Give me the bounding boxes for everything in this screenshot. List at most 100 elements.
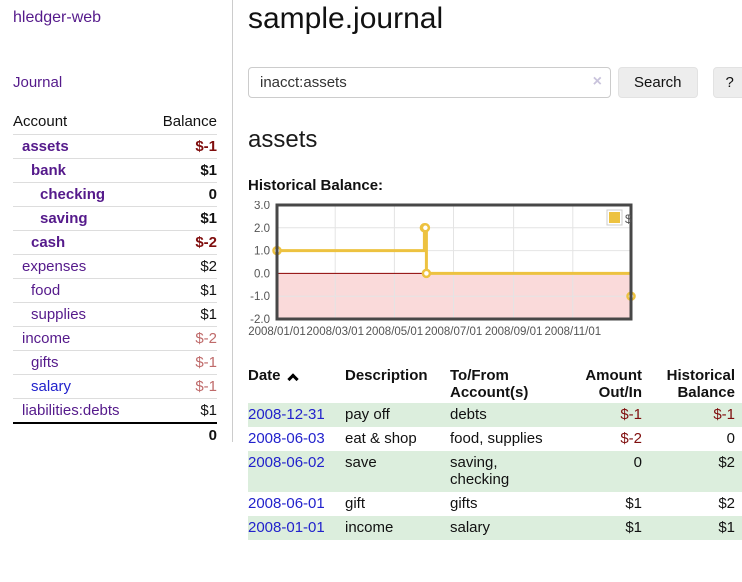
account-balance: $2 xyxy=(148,254,217,279)
account-row-cash: cash $-2 xyxy=(13,230,217,255)
accounts-col-balance: Balance xyxy=(148,110,217,135)
transaction-amount: $1 xyxy=(625,495,642,512)
register-header-row: Date Description To/From Account(s) Amou… xyxy=(248,365,742,403)
register-row: 2008-06-02 save saving, checking 0 $2 xyxy=(248,451,742,492)
svg-text:3.0: 3.0 xyxy=(254,201,270,212)
sidebar-item-journal[interactable]: Journal xyxy=(13,74,63,91)
account-link-liabilities-debts[interactable]: liabilities:debts xyxy=(22,402,120,419)
transaction-description: income xyxy=(345,516,450,540)
account-link-supplies[interactable]: supplies xyxy=(31,306,87,323)
accounts-header-row: Account Balance xyxy=(13,110,217,135)
svg-text:1.0: 1.0 xyxy=(254,246,270,258)
account-balance: $1 xyxy=(148,206,217,231)
register-row: 2008-12-31 pay off debts $-1 $-1 xyxy=(248,403,742,427)
search-button[interactable]: Search xyxy=(618,67,698,98)
svg-text:2008/01/01: 2008/01/01 xyxy=(248,326,306,338)
transaction-accounts: food, supplies xyxy=(450,430,543,447)
app-brand-link[interactable]: hledger-web xyxy=(13,9,102,26)
register-row: 2008-06-03 eat & shop food, supplies $-2… xyxy=(248,427,742,451)
svg-text:-1.0: -1.0 xyxy=(250,291,270,303)
accounts-table: Account Balance assets $-1 bank $1 check… xyxy=(13,110,217,447)
account-balance: 0 xyxy=(148,182,217,207)
account-link-checking[interactable]: checking xyxy=(40,186,106,203)
account-balance: $-1 xyxy=(148,374,217,399)
account-link-expenses[interactable]: expenses xyxy=(22,258,87,275)
transaction-amount: $-1 xyxy=(562,403,642,427)
register-col-date-sort[interactable]: Date xyxy=(248,365,345,403)
transaction-date-link[interactable]: 2008-06-01 xyxy=(248,495,325,512)
account-heading: assets xyxy=(248,126,318,153)
transaction-accounts: gifts xyxy=(450,495,478,512)
transaction-date-link[interactable]: 2008-12-31 xyxy=(248,406,325,423)
register-col-amount: Amount Out/In xyxy=(585,367,642,401)
svg-text:$: $ xyxy=(625,212,632,226)
page: hledger-web Journal Account Balance asse… xyxy=(0,0,742,540)
account-balance: $1 xyxy=(148,278,217,303)
svg-text:2008/05/01: 2008/05/01 xyxy=(366,326,424,338)
svg-text:2008/03/01: 2008/03/01 xyxy=(306,326,364,338)
transaction-date-link[interactable]: 2008-06-03 xyxy=(248,430,325,447)
register-col-accounts: To/From Account(s) xyxy=(450,367,529,401)
account-link-income[interactable]: income xyxy=(22,330,71,347)
svg-text:0.0: 0.0 xyxy=(254,268,270,280)
transaction-amount: $-2 xyxy=(620,430,642,447)
register-col-date-label: Date xyxy=(248,367,281,384)
account-row-salary: salary $-1 xyxy=(13,374,217,399)
account-link-salary[interactable]: salary xyxy=(31,378,72,395)
svg-text:2008/07/01: 2008/07/01 xyxy=(425,326,483,338)
account-link-food[interactable]: food xyxy=(31,282,61,299)
transaction-amount: $1 xyxy=(562,516,642,540)
account-row-food: food $1 xyxy=(13,278,217,303)
sidebar: hledger-web Journal Account Balance asse… xyxy=(0,0,233,447)
account-row-bank: bank $1 xyxy=(13,158,217,183)
account-row-supplies: supplies $1 xyxy=(13,302,217,327)
transaction-description: eat & shop xyxy=(345,430,417,447)
register-row: 2008-01-01 income salary $1 $1 xyxy=(248,516,742,540)
account-row-assets: assets $-1 xyxy=(13,135,217,159)
accounts-total-balance: 0 xyxy=(148,422,217,447)
transaction-balance: $2 xyxy=(642,451,742,492)
account-balance: $-2 xyxy=(148,230,217,255)
transaction-description: gift xyxy=(345,495,366,512)
account-link-bank[interactable]: bank xyxy=(31,162,67,179)
svg-text:-2.0: -2.0 xyxy=(250,314,270,326)
transaction-amount: 0 xyxy=(562,451,642,492)
main-content: sample.journal × Search ? assets Histori… xyxy=(233,0,742,540)
account-balance: $-2 xyxy=(148,326,217,351)
register-row: 2008-06-01 gift gifts $1 $2 xyxy=(248,492,742,516)
account-row-gifts: gifts $-1 xyxy=(13,350,217,375)
page-title: sample.journal xyxy=(248,2,444,35)
clear-search-icon[interactable]: × xyxy=(592,73,602,90)
account-row-saving: saving $1 xyxy=(13,206,217,231)
account-balance: $-1 xyxy=(148,350,217,375)
accounts-col-account: Account xyxy=(13,110,149,135)
account-link-assets[interactable]: assets xyxy=(22,138,69,155)
transaction-description: pay off xyxy=(345,403,450,427)
account-balance: $1 xyxy=(148,398,217,423)
transaction-date-link[interactable]: 2008-06-02 xyxy=(248,454,325,471)
svg-text:2008/11/01: 2008/11/01 xyxy=(544,326,601,338)
transaction-balance: $-1 xyxy=(642,403,742,427)
chart-title: Historical Balance: xyxy=(248,177,384,194)
account-link-gifts[interactable]: gifts xyxy=(31,354,59,371)
account-balance: $-1 xyxy=(195,138,217,155)
transaction-balance: $2 xyxy=(718,495,735,512)
account-link-saving[interactable]: saving xyxy=(40,210,88,227)
register-col-balance: Historical Balance xyxy=(666,367,735,401)
transaction-accounts: salary xyxy=(450,516,562,540)
svg-text:2.0: 2.0 xyxy=(254,223,270,235)
help-button[interactable]: ? xyxy=(712,67,742,98)
register-col-description: Description xyxy=(345,367,428,384)
account-balance: $1 xyxy=(148,302,217,327)
transaction-accounts: saving, checking xyxy=(450,451,562,492)
account-link-cash[interactable]: cash xyxy=(31,234,66,251)
transaction-date-link[interactable]: 2008-01-01 xyxy=(248,519,325,536)
search-input[interactable] xyxy=(248,67,611,98)
account-balance: $1 xyxy=(148,158,217,183)
chevron-up-icon xyxy=(286,373,299,385)
svg-text:2008/09/01: 2008/09/01 xyxy=(485,326,543,338)
transaction-description: save xyxy=(345,451,450,492)
account-row-income: income $-2 xyxy=(13,326,217,351)
transaction-balance: $1 xyxy=(642,516,742,540)
